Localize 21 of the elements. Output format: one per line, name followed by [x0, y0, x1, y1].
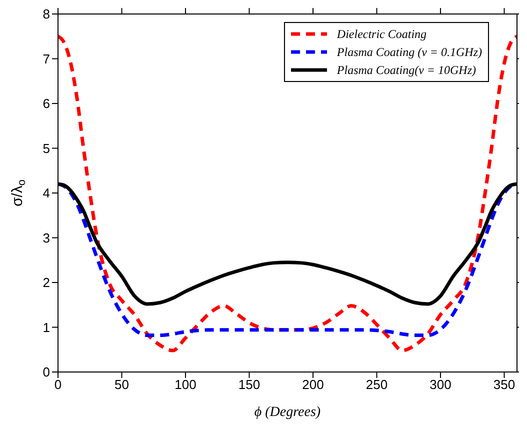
x-tick-label: 0 [54, 377, 62, 392]
x-tick-label: 50 [114, 377, 129, 392]
y-tick-label: 6 [42, 96, 50, 112]
legend-label: Plasma Coating (ν = 0.1GHz) [336, 44, 482, 60]
y-tick-label: 3 [42, 230, 50, 246]
x-tick-label: 150 [238, 377, 260, 392]
x-tick-label: 250 [366, 377, 388, 392]
y-tick-label: 2 [42, 275, 50, 290]
x-tick-label: 350 [493, 377, 516, 392]
x-axis-title: ϕ (Degrees) [254, 405, 321, 420]
x-tick-label: 200 [302, 377, 324, 392]
y-tick-label: 4 [42, 186, 50, 201]
y-tick-label: 8 [42, 6, 50, 22]
x-tick-label: 300 [430, 377, 452, 392]
y-tick-label: 0 [42, 364, 50, 380]
x-tick-label: 100 [174, 377, 196, 392]
y-tick-label: 5 [42, 140, 50, 156]
legend-label: Plasma Coating(ν = 10GHz) [336, 62, 476, 78]
y-tick-label: 1 [42, 320, 50, 335]
y-tick-label: 7 [42, 51, 50, 66]
legend-label: Dielectric Coating [336, 26, 427, 42]
